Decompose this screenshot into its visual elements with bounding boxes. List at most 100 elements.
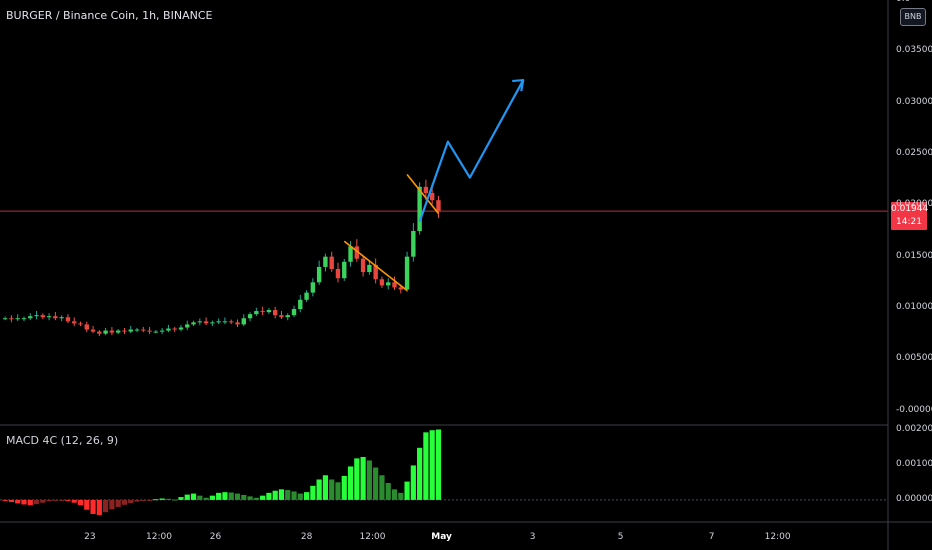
candle-body bbox=[404, 256, 410, 290]
candle-body bbox=[15, 318, 20, 320]
candle-body bbox=[411, 230, 416, 257]
macd-bar bbox=[65, 499, 71, 501]
macd-bar bbox=[15, 499, 21, 504]
macd-bar bbox=[234, 493, 241, 500]
candle-body bbox=[254, 311, 259, 315]
macd-bar bbox=[373, 467, 379, 500]
candle-body bbox=[178, 327, 184, 330]
candle-body bbox=[398, 287, 403, 290]
candle-body bbox=[429, 193, 435, 201]
macd-bar bbox=[184, 494, 190, 500]
candle-body bbox=[78, 323, 83, 325]
candle-body bbox=[417, 186, 422, 231]
symbol-title[interactable]: BURGER / Binance Coin, 1h, BINANCE bbox=[6, 9, 213, 22]
candle-body bbox=[335, 268, 341, 279]
macd-bar bbox=[59, 499, 65, 501]
trend-line-2 bbox=[406, 174, 440, 215]
candle-body bbox=[185, 324, 190, 328]
candle-body bbox=[298, 299, 303, 310]
macd-bar bbox=[297, 493, 303, 500]
macd-bar bbox=[33, 499, 40, 505]
macd-bar bbox=[77, 499, 84, 506]
candle-body bbox=[59, 317, 64, 319]
time-tick-label: 3 bbox=[529, 532, 536, 542]
price-tick-label: 0.0 bbox=[896, 0, 910, 4]
macd-bar bbox=[404, 481, 410, 500]
candle-body bbox=[197, 321, 203, 323]
candle-body bbox=[103, 330, 108, 334]
macd-bar bbox=[366, 460, 372, 500]
macd-bar bbox=[84, 499, 90, 510]
macd-bar bbox=[8, 499, 15, 502]
macd-bar bbox=[40, 499, 46, 503]
candle-body bbox=[323, 256, 328, 267]
time-tick-label: 12:00 bbox=[359, 532, 386, 542]
candle-body bbox=[128, 329, 133, 332]
candle-body bbox=[316, 266, 322, 283]
macd-bar bbox=[96, 499, 102, 516]
candle-body bbox=[373, 264, 378, 280]
macd-bar bbox=[278, 489, 285, 500]
macd-bar bbox=[385, 483, 391, 500]
macd-bar bbox=[379, 475, 385, 500]
macd-bar bbox=[360, 456, 366, 500]
currency-badge: BNB bbox=[900, 8, 926, 26]
macd-bar bbox=[423, 432, 429, 500]
candle-body bbox=[147, 330, 152, 332]
candle-body bbox=[360, 258, 366, 273]
macd-bar bbox=[27, 499, 33, 506]
macd-bar bbox=[2, 499, 8, 501]
macd-bar bbox=[354, 458, 360, 500]
macd-bar bbox=[398, 492, 404, 500]
price-tick-label: 0.01500 bbox=[896, 250, 932, 261]
price-tick-label: 0.00500 bbox=[896, 353, 932, 364]
price-tick-label: -0.00000 bbox=[896, 404, 932, 415]
candle-body bbox=[222, 321, 228, 323]
macd-bar bbox=[71, 499, 77, 503]
macd-bar bbox=[316, 479, 322, 500]
macd-bar bbox=[222, 492, 228, 500]
time-tick-label: 12:00 bbox=[764, 532, 791, 542]
projection-arrowhead bbox=[512, 78, 525, 92]
macd-bar bbox=[103, 499, 109, 513]
macd-bar bbox=[178, 497, 184, 500]
time-tick-label: 5 bbox=[617, 532, 624, 542]
candle-body bbox=[40, 315, 46, 318]
price-tick-label: 0.02000 bbox=[896, 199, 932, 210]
candle-body bbox=[342, 261, 347, 279]
macd-indicator-label[interactable]: MACD 4C (12, 26, 9) bbox=[6, 434, 119, 447]
macd-bar bbox=[291, 491, 297, 500]
last-price-tag: 0.01944 14:21 bbox=[891, 202, 929, 230]
trend-drawings[interactable] bbox=[343, 78, 525, 292]
candle-body bbox=[436, 200, 441, 212]
candle-body bbox=[166, 328, 171, 331]
candle-body bbox=[247, 314, 253, 319]
macd-bar bbox=[153, 499, 159, 501]
candle-body bbox=[53, 316, 58, 319]
macd-histogram bbox=[2, 429, 442, 516]
time-tick-label: 26 bbox=[209, 532, 222, 542]
macd-bar bbox=[146, 499, 153, 501]
macd-bar bbox=[435, 429, 442, 500]
macd-bar bbox=[347, 466, 354, 500]
macd-bar bbox=[410, 465, 416, 500]
macd-bar bbox=[241, 494, 247, 500]
candle-body bbox=[141, 329, 146, 331]
macd-bar bbox=[140, 499, 146, 501]
time-tick-label: 12:00 bbox=[146, 532, 172, 542]
candle-body bbox=[46, 316, 52, 318]
candle-body bbox=[229, 321, 234, 323]
macd-bar bbox=[115, 499, 121, 507]
candle-body bbox=[266, 310, 272, 313]
candle-body bbox=[367, 264, 372, 273]
candle-body bbox=[210, 322, 215, 324]
candle-body bbox=[153, 331, 159, 333]
candle-body bbox=[115, 330, 121, 333]
candle-body bbox=[2, 318, 8, 320]
candle-body bbox=[109, 330, 115, 333]
price-tick-label: 0.03000 bbox=[896, 96, 932, 107]
candle-body bbox=[386, 282, 391, 286]
last-price-value: 0.01944 bbox=[891, 204, 929, 214]
